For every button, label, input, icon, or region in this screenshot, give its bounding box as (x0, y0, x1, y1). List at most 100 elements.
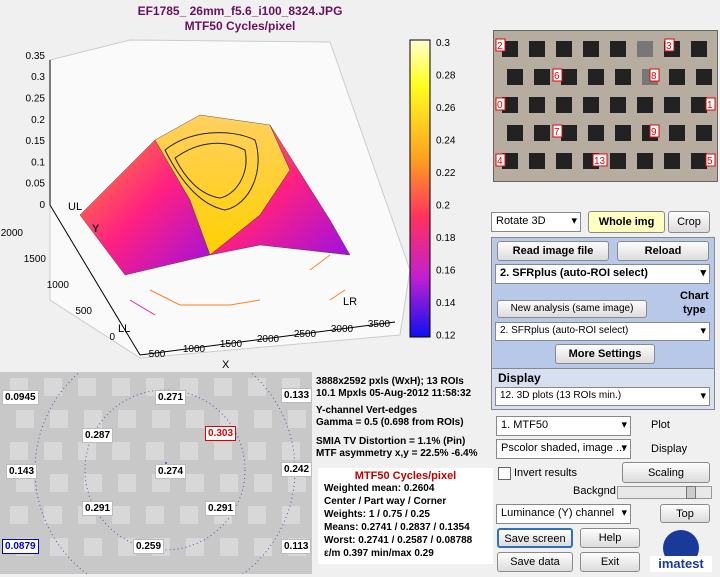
chart-square (529, 153, 545, 169)
roi-value: 0.303 (205, 426, 236, 441)
results-box: MTF50 Cycles/pixel Weighted mean: 0.2604… (318, 468, 493, 564)
chart-square (10, 506, 28, 524)
chart-square (288, 410, 306, 428)
chart-square (50, 538, 68, 556)
help-button[interactable]: Help (580, 528, 640, 548)
chart-square (186, 410, 204, 428)
info-line: 3888x2592 pxls (WxH); 13 ROIs (316, 376, 477, 387)
chart-square (254, 474, 272, 492)
style-select[interactable]: Pscolor shaded, image ... (496, 439, 631, 459)
roi-label: 6 (554, 71, 560, 82)
chart-square (507, 69, 523, 85)
reload-button[interactable]: Reload (617, 241, 709, 261)
read-button[interactable]: Read image file (497, 241, 609, 261)
z-tick-label: 0.25 (26, 94, 46, 105)
chart-type-select[interactable]: 2. SFRplus (auto-ROI select) (495, 322, 710, 341)
chart-square (186, 474, 204, 492)
chart-square (220, 474, 238, 492)
chart-square (583, 41, 599, 57)
chart-square (152, 410, 170, 428)
whole-img-button[interactable]: Whole img (588, 211, 665, 233)
chart-square (610, 97, 626, 113)
plot-select[interactable]: 1. MTF50 (496, 416, 631, 436)
chart-square (556, 97, 572, 113)
roi-value: 0.0945 (2, 390, 39, 405)
x-tick-label: 3500 (368, 319, 391, 330)
chart-square (254, 538, 272, 556)
chart-square (78, 442, 96, 460)
corner-label: LR (343, 296, 357, 308)
display-select[interactable]: 12. 3D plots (13 ROIs min.) (495, 387, 710, 406)
invert-checkbox[interactable] (498, 467, 511, 480)
chart-square (146, 442, 164, 460)
chart-square (112, 378, 130, 396)
z-tick-label: 0.35 (26, 51, 46, 62)
chart-square (84, 410, 102, 428)
chart-square (615, 69, 631, 85)
colorbar-tick-label: 0.24 (436, 136, 456, 147)
crop-button[interactable]: Crop (668, 211, 710, 233)
chart-square (664, 97, 680, 113)
x-tick-label: 500 (149, 349, 166, 360)
chart-square (118, 410, 136, 428)
chart-square (118, 474, 136, 492)
results-title: MTF50 Cycles/pixel (318, 470, 493, 482)
colorbar (410, 40, 430, 337)
roi-value: 0.291 (82, 501, 113, 516)
roi-value: 0.259 (133, 539, 164, 554)
info-line: MTF asymmetry x,y = 22.5% -6.4% (316, 448, 477, 459)
info-line: Y-channel Vert-edges (316, 405, 477, 416)
rotate-select[interactable]: Rotate 3D (491, 212, 581, 232)
chart-square (588, 69, 604, 85)
more-settings-button[interactable]: More Settings (555, 344, 655, 364)
save-screen-button[interactable]: Save screen (497, 528, 573, 548)
chart-square (669, 69, 685, 85)
top-button[interactable]: Top (660, 504, 710, 523)
display-heading: Display (498, 371, 541, 385)
chart-square (16, 410, 34, 428)
channel-select[interactable]: Luminance (Y) channel (496, 504, 631, 524)
logo-text: imatest (658, 556, 704, 571)
chart-type-label: type (683, 304, 706, 316)
scaling-button[interactable]: Scaling (622, 462, 710, 483)
backgnd-slider[interactable] (617, 486, 712, 499)
y-tick-label: 0 (109, 332, 115, 343)
chart-square (112, 442, 130, 460)
chart-square (186, 538, 204, 556)
roi-value: 0.143 (6, 464, 37, 479)
chart-square (220, 538, 238, 556)
chart-square (50, 410, 68, 428)
new-analysis-button[interactable]: New analysis (same image) (497, 300, 647, 318)
roi-value: 0.133 (281, 388, 312, 403)
chart-square (561, 125, 577, 141)
save-data-button[interactable]: Save data (497, 552, 573, 572)
colorbar-tick-label: 0.14 (436, 298, 456, 309)
roi-label: 7 (554, 127, 560, 138)
surface-plot: EF1785_ 26mm_f5.6_i100_8324.JPG MTF50 Cy… (0, 0, 485, 372)
plot-title: EF1785_ 26mm_f5.6_i100_8324.JPG (138, 4, 343, 18)
chart-square (615, 125, 631, 141)
chart-square (10, 442, 28, 460)
chart-select[interactable]: 2. SFRplus (auto-ROI select) (495, 264, 710, 284)
z-tick-label: 0.1 (31, 157, 45, 168)
chart-square (44, 506, 62, 524)
roi-label: 3 (666, 41, 672, 52)
chart-square (669, 125, 685, 141)
chart-square (691, 97, 707, 113)
chart-square (534, 125, 550, 141)
chart-square (214, 378, 232, 396)
exit-button[interactable]: Exit (580, 552, 640, 572)
x-axis-label: X (222, 359, 230, 371)
info-line: SMIA TV Distortion = 1.1% (Pin) (316, 436, 477, 447)
y-tick-label: 1500 (24, 254, 47, 265)
z-tick-label: 0.2 (31, 115, 45, 126)
chart-square (696, 69, 712, 85)
chart-square (44, 442, 62, 460)
chart-square (248, 442, 266, 460)
chart-square (282, 442, 300, 460)
info-line: 10.1 Mpxls 05-Aug-2012 11:58:32 (316, 388, 477, 399)
plot-subtitle: MTF50 Cycles/pixel (185, 19, 296, 33)
results-line: Means: 0.2741 / 0.2837 / 0.1354 (324, 521, 493, 534)
